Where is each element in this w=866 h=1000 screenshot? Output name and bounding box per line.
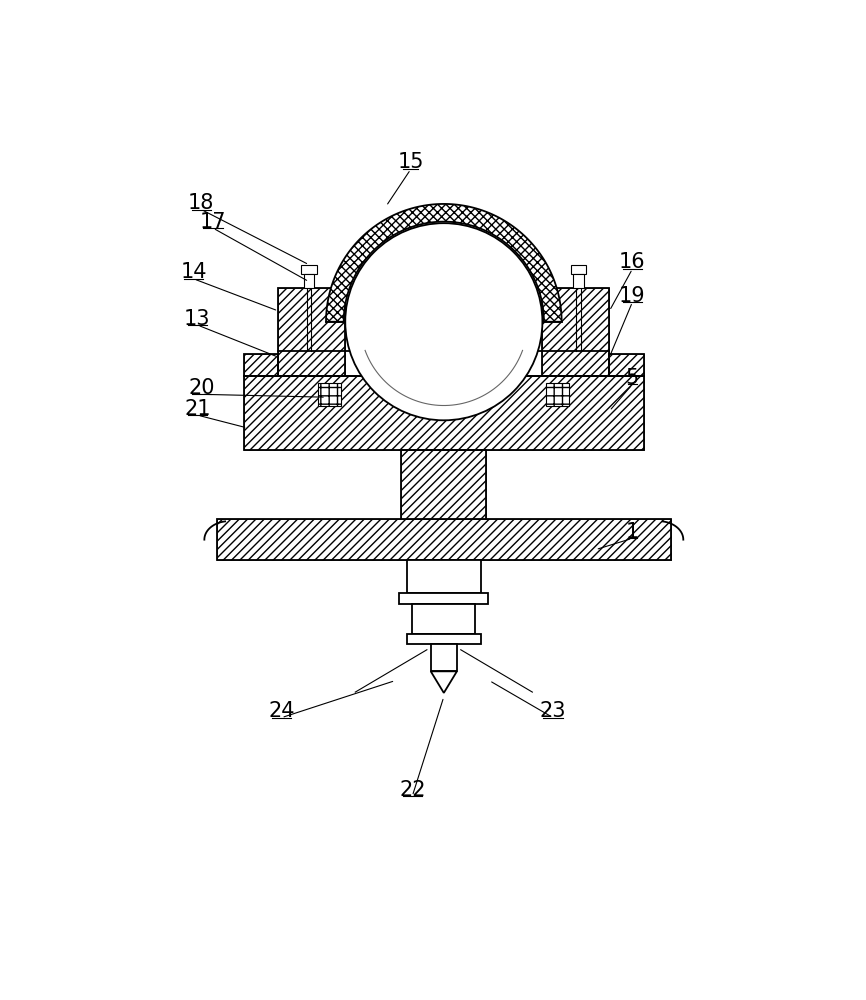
Bar xyxy=(573,274,584,288)
Text: 15: 15 xyxy=(397,152,424,172)
Text: 16: 16 xyxy=(619,252,646,272)
Bar xyxy=(571,265,586,274)
Bar xyxy=(319,383,341,406)
Text: 1: 1 xyxy=(626,522,639,542)
Polygon shape xyxy=(610,354,644,376)
Polygon shape xyxy=(216,519,671,560)
Text: 19: 19 xyxy=(619,286,646,306)
Bar xyxy=(278,288,610,376)
Text: 23: 23 xyxy=(540,701,566,721)
Polygon shape xyxy=(326,204,562,322)
Bar xyxy=(610,354,644,376)
Text: 14: 14 xyxy=(180,262,207,282)
Bar xyxy=(304,274,314,288)
Bar xyxy=(216,519,671,560)
Text: 24: 24 xyxy=(268,701,294,721)
Text: 13: 13 xyxy=(184,309,210,329)
Bar xyxy=(301,265,317,274)
Text: 5: 5 xyxy=(626,368,639,388)
Text: 21: 21 xyxy=(184,399,210,419)
Bar xyxy=(243,354,278,376)
Bar xyxy=(399,593,488,604)
Polygon shape xyxy=(243,354,278,376)
Text: 22: 22 xyxy=(399,780,425,800)
Polygon shape xyxy=(542,288,610,376)
Polygon shape xyxy=(278,288,346,376)
Bar xyxy=(243,376,644,450)
Polygon shape xyxy=(430,671,457,693)
Bar xyxy=(430,644,457,671)
Polygon shape xyxy=(402,450,486,519)
Bar xyxy=(412,604,475,634)
Circle shape xyxy=(346,223,542,420)
Bar xyxy=(407,560,481,593)
Text: 17: 17 xyxy=(199,212,226,232)
Bar xyxy=(546,383,569,406)
Text: 20: 20 xyxy=(188,378,215,398)
Polygon shape xyxy=(243,376,644,450)
Bar xyxy=(402,450,486,519)
Bar xyxy=(407,634,481,644)
Text: 18: 18 xyxy=(188,193,215,213)
